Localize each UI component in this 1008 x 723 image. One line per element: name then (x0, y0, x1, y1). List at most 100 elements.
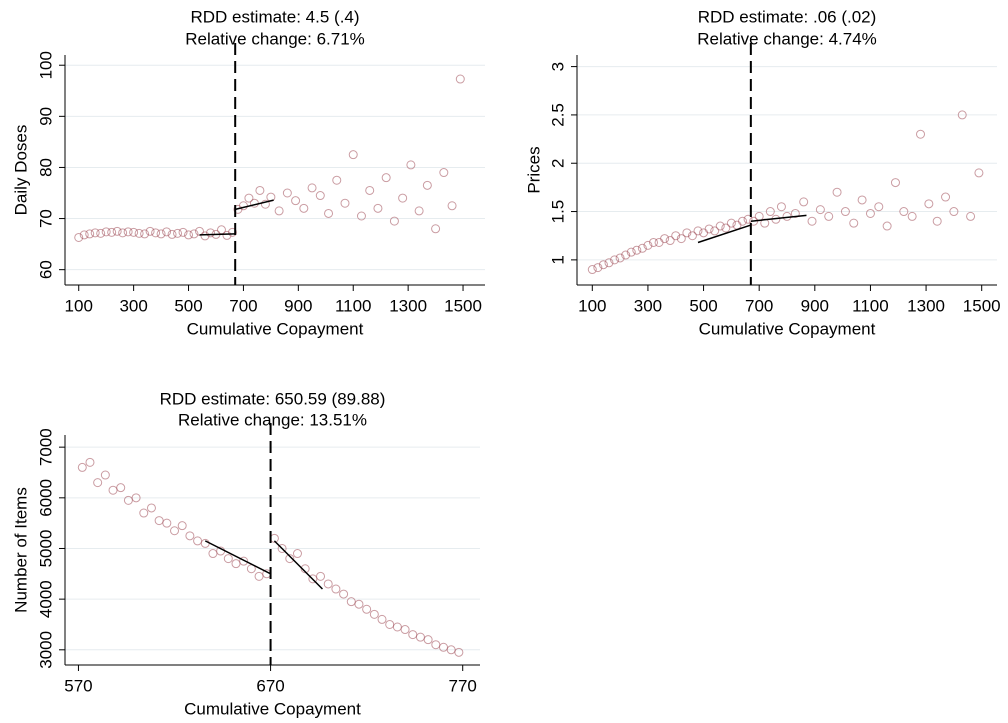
data-point (184, 230, 194, 240)
data-point (665, 236, 675, 246)
data-point (131, 493, 141, 503)
data-point (178, 227, 188, 237)
data-point (277, 543, 287, 553)
data-point (227, 227, 237, 237)
fit-line (750, 214, 807, 222)
y-tick-label: 2.5 (548, 103, 567, 127)
x-tick-label: 900 (801, 296, 829, 315)
data-point (200, 538, 210, 548)
data-point (112, 226, 122, 236)
chart-subtitle: Relative change: 4.74% (697, 29, 877, 48)
data-point (598, 260, 608, 270)
data-point (610, 255, 620, 265)
data-point (223, 554, 233, 564)
data-point (840, 207, 850, 217)
data-point (373, 203, 383, 213)
data-point (139, 508, 149, 518)
data-point (140, 229, 150, 239)
data-point (392, 622, 402, 632)
data-point (323, 579, 333, 589)
x-tick-label: 1500 (963, 296, 1001, 315)
data-point (682, 228, 692, 238)
data-point (916, 129, 926, 139)
data-point (782, 211, 792, 221)
y-tick-label: 90 (36, 107, 55, 126)
data-point (687, 231, 697, 241)
data-point (331, 584, 341, 594)
data-point (195, 226, 205, 236)
data-point (422, 180, 432, 190)
data-point (145, 226, 155, 236)
data-point (170, 526, 180, 536)
data-point (400, 625, 410, 635)
data-point (254, 571, 264, 581)
data-point (231, 559, 241, 569)
data-point (414, 206, 424, 216)
fit-line (273, 540, 323, 590)
x-tick-label: 100 (65, 296, 93, 315)
data-point (299, 203, 309, 213)
data-point (266, 192, 276, 202)
chart-subtitle: Relative change: 6.71% (185, 29, 365, 48)
data-point (151, 228, 161, 238)
data-point (890, 178, 900, 188)
data-point (193, 536, 203, 546)
data-point (300, 564, 310, 574)
data-point (693, 226, 703, 236)
data-point (671, 231, 681, 241)
data-point (107, 227, 117, 237)
x-tick-label: 1100 (335, 296, 372, 315)
y-tick-label: 80 (36, 158, 55, 177)
x-tick-label: 300 (634, 296, 662, 315)
x-tick-label: 770 (449, 676, 477, 695)
data-point (874, 202, 884, 212)
y-tick-label: 7000 (36, 428, 55, 466)
data-point (156, 229, 166, 239)
chart-subtitle: Relative change: 13.51% (178, 410, 367, 429)
data-point (315, 191, 325, 201)
x-axis-label: Cumulative Copayment (699, 319, 876, 338)
data-point (200, 231, 210, 241)
data-point (431, 640, 441, 650)
data-point (439, 168, 449, 178)
data-point (447, 201, 457, 211)
data-point (208, 549, 218, 559)
x-tick-label: 100 (578, 296, 606, 315)
data-point (899, 207, 909, 217)
data-point (282, 188, 292, 198)
data-point (93, 478, 103, 488)
data-point (732, 220, 742, 230)
data-point (966, 211, 976, 221)
data-point (676, 234, 686, 244)
x-axis-label: Cumulative Copayment (184, 699, 361, 718)
data-point (924, 199, 934, 209)
data-point (423, 635, 433, 645)
x-tick-label: 1500 (444, 296, 482, 315)
data-point (348, 150, 358, 160)
data-point (255, 185, 265, 195)
data-point (365, 185, 375, 195)
fit-line (199, 233, 236, 236)
data-point (260, 199, 270, 209)
data-point (737, 216, 747, 226)
data-point (941, 192, 951, 202)
data-point (362, 604, 372, 614)
x-tick-label: 700 (229, 296, 257, 315)
chart-title: RDD estimate: .06 (.02) (698, 7, 877, 26)
data-point (185, 531, 195, 541)
data-point (408, 630, 418, 640)
data-point (389, 216, 399, 226)
data-point (222, 230, 232, 240)
data-point (340, 198, 350, 208)
data-point (799, 197, 809, 207)
y-axis-label: Prices (524, 146, 543, 193)
y-tick-label: 1 (548, 255, 567, 264)
y-tick-label: 100 (36, 51, 55, 79)
data-point (239, 556, 249, 566)
data-point (129, 227, 139, 237)
x-tick-label: 300 (119, 296, 147, 315)
y-tick-label: 2 (548, 159, 567, 168)
x-tick-label: 500 (174, 296, 202, 315)
data-point (385, 619, 395, 629)
